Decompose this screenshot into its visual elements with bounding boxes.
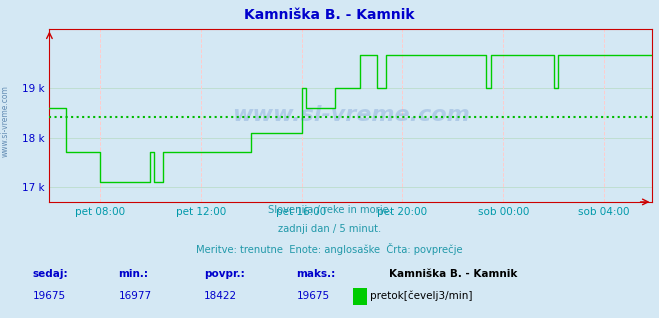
Text: 19675: 19675 [33,291,66,301]
Text: pretok[čevelj3/min]: pretok[čevelj3/min] [370,291,473,301]
Text: maks.:: maks.: [297,269,336,279]
Text: www.si-vreme.com: www.si-vreme.com [1,85,10,157]
Text: Kamniška B. - Kamnik: Kamniška B. - Kamnik [389,269,517,279]
Text: 18422: 18422 [204,291,237,301]
Text: Meritve: trenutne  Enote: anglosaške  Črta: povprečje: Meritve: trenutne Enote: anglosaške Črta… [196,243,463,255]
Text: zadnji dan / 5 minut.: zadnji dan / 5 minut. [278,224,381,234]
Text: Slovenija / reke in morje.: Slovenija / reke in morje. [268,205,391,215]
Text: povpr.:: povpr.: [204,269,245,279]
Text: sedaj:: sedaj: [33,269,69,279]
Text: 19675: 19675 [297,291,330,301]
Text: 16977: 16977 [119,291,152,301]
Text: www.si-vreme.com: www.si-vreme.com [232,105,470,125]
Text: Kamniška B. - Kamnik: Kamniška B. - Kamnik [244,8,415,22]
Text: min.:: min.: [119,269,149,279]
